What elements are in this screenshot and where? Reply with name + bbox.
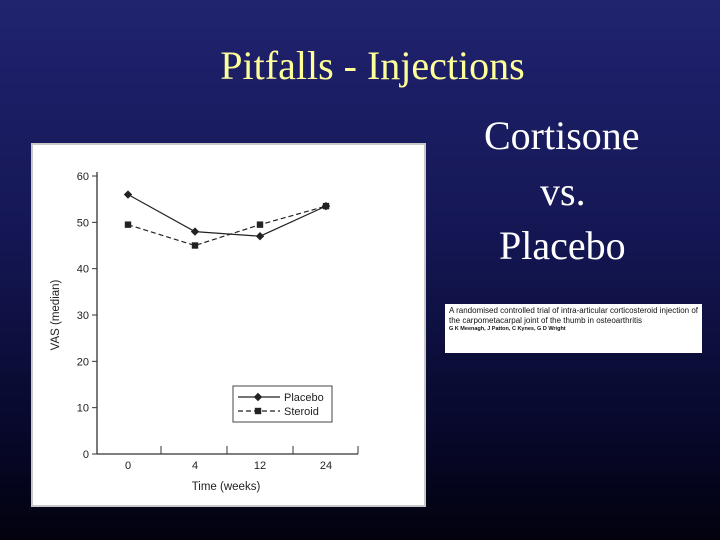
side-label-cortisone: Cortisone bbox=[484, 113, 640, 158]
axes: 0 10 20 30 40 50 60 0 4 12 24 Time (weeks) VAS (medi… bbox=[50, 171, 359, 493]
data-point-steroid bbox=[322, 202, 330, 210]
side-label-vs: vs. bbox=[540, 169, 586, 214]
x-tick-label: 12 bbox=[254, 460, 266, 472]
data-point-placebo bbox=[255, 232, 265, 241]
x-tick-label: 0 bbox=[125, 460, 131, 472]
line-chart: 0 10 20 30 40 50 60 0 4 12 24 Time (weeks) VAS (medi… bbox=[50, 171, 359, 493]
slide-title: Pitfalls - Injections bbox=[220, 43, 525, 88]
data-point-placebo bbox=[190, 227, 200, 236]
y-tick-label: 30 bbox=[77, 310, 89, 322]
x-tick-label: 4 bbox=[192, 460, 198, 472]
series-layer bbox=[123, 190, 331, 249]
data-point-steroid bbox=[191, 242, 199, 249]
y-tick-label: 10 bbox=[77, 403, 89, 415]
citation-box: A randomised controlled trial of intra-a… bbox=[445, 304, 702, 353]
x-tick-label: 24 bbox=[320, 460, 332, 472]
citation-title: A randomised controlled trial of intra-a… bbox=[449, 306, 699, 325]
y-tick-label: 40 bbox=[77, 264, 89, 276]
series-steroid bbox=[124, 202, 330, 249]
data-point-steroid bbox=[124, 221, 132, 228]
legend-marker-steroid bbox=[254, 407, 262, 415]
legend: Placebo Steroid bbox=[232, 385, 333, 423]
legend-box bbox=[232, 385, 333, 423]
data-point-steroid bbox=[256, 221, 264, 228]
legend-label-placebo: Placebo bbox=[284, 392, 324, 404]
x-axis-title: Time (weeks) bbox=[192, 481, 261, 493]
chart-panel: 0 10 20 30 40 50 60 0 4 12 24 Time (weeks) VAS (medi… bbox=[31, 143, 426, 507]
y-axis-title: VAS (median) bbox=[50, 279, 62, 350]
legend-marker-placebo bbox=[253, 392, 263, 402]
series-line-steroid bbox=[127, 205, 327, 247]
y-tick-label: 50 bbox=[77, 217, 89, 229]
citation-authors: G K Meenagh, J Patton, C Kynes, G D Wrig… bbox=[449, 326, 566, 333]
data-point-placebo bbox=[123, 190, 133, 199]
series-line-placebo bbox=[127, 194, 327, 237]
y-tick-label: 60 bbox=[77, 171, 89, 183]
side-label-placebo: Placebo bbox=[499, 223, 626, 268]
y-tick-label: 20 bbox=[77, 356, 89, 368]
legend-label-steroid: Steroid bbox=[284, 406, 319, 418]
y-tick-label: 0 bbox=[83, 449, 89, 461]
